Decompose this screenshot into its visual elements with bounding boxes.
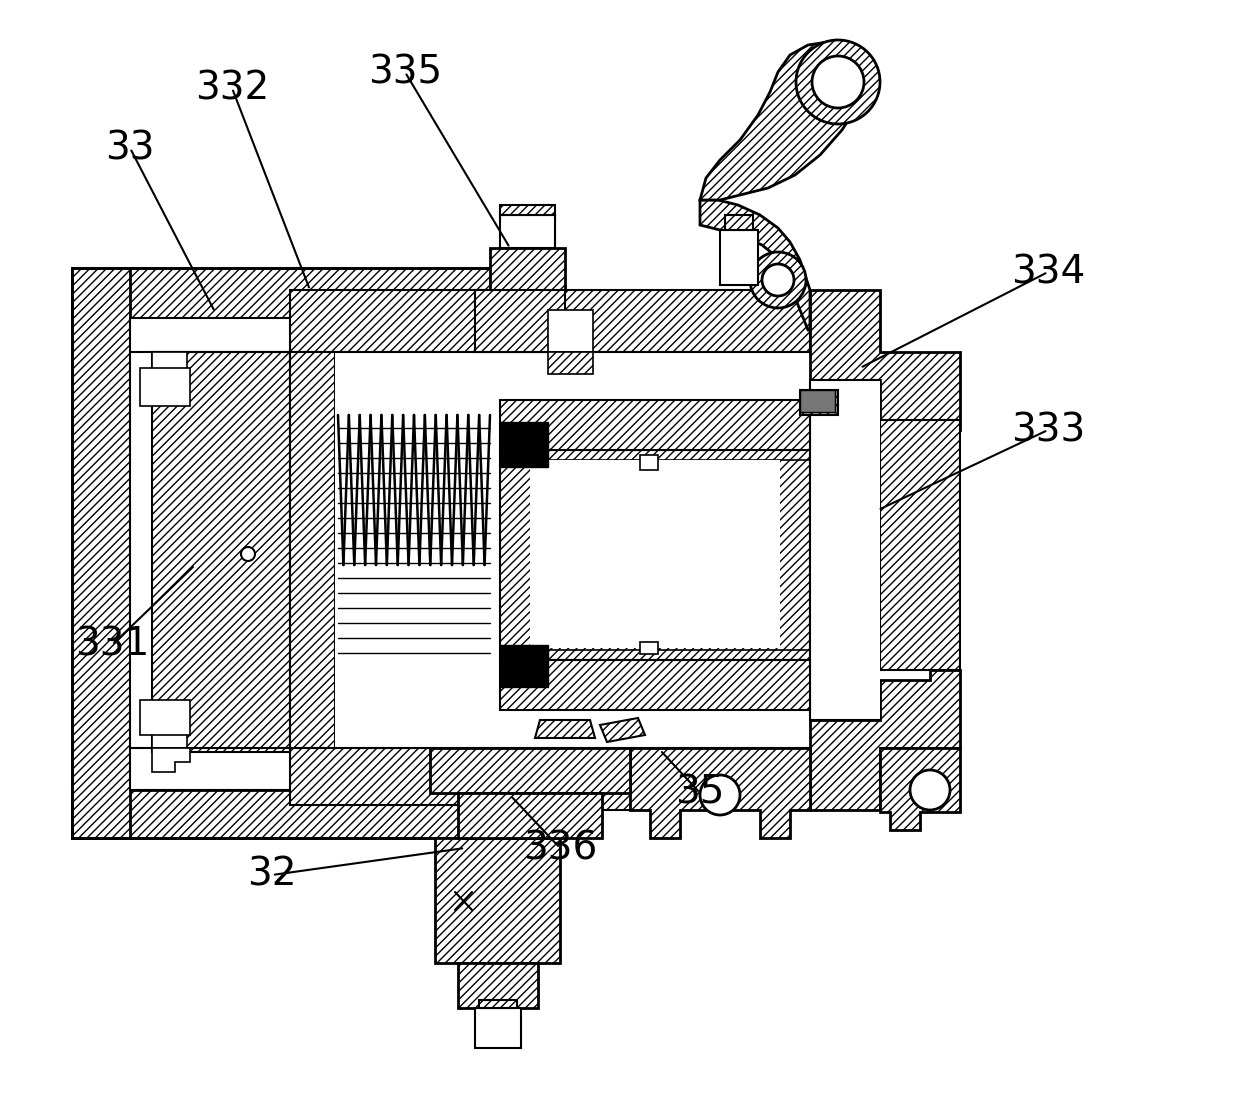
Polygon shape — [500, 290, 810, 352]
Polygon shape — [153, 352, 187, 371]
Polygon shape — [810, 670, 960, 810]
Polygon shape — [701, 42, 866, 200]
Polygon shape — [72, 268, 500, 318]
Polygon shape — [335, 352, 500, 748]
Polygon shape — [500, 400, 810, 450]
Circle shape — [241, 547, 255, 561]
Polygon shape — [153, 748, 190, 772]
Polygon shape — [548, 310, 593, 352]
Polygon shape — [130, 318, 500, 790]
Polygon shape — [500, 422, 548, 466]
Polygon shape — [500, 215, 556, 248]
Text: 335: 335 — [368, 52, 443, 92]
Polygon shape — [630, 748, 810, 838]
Circle shape — [910, 770, 950, 810]
Polygon shape — [500, 450, 810, 660]
Polygon shape — [430, 748, 630, 793]
Polygon shape — [500, 205, 556, 215]
Text: 32: 32 — [247, 856, 296, 894]
Polygon shape — [500, 748, 810, 810]
Polygon shape — [290, 290, 500, 352]
Text: 334: 334 — [1011, 253, 1085, 291]
Polygon shape — [500, 660, 810, 710]
Text: 332: 332 — [195, 69, 269, 107]
Polygon shape — [600, 718, 645, 742]
Polygon shape — [725, 215, 753, 230]
Polygon shape — [701, 200, 810, 330]
Polygon shape — [640, 455, 658, 470]
Text: 336: 336 — [523, 829, 598, 867]
Polygon shape — [479, 1000, 517, 1008]
Polygon shape — [880, 420, 960, 670]
Circle shape — [796, 40, 880, 124]
Polygon shape — [153, 352, 290, 752]
Polygon shape — [534, 720, 595, 738]
Polygon shape — [548, 352, 593, 374]
Polygon shape — [810, 381, 880, 720]
Polygon shape — [140, 368, 190, 406]
Polygon shape — [500, 352, 810, 748]
Polygon shape — [880, 748, 960, 830]
Circle shape — [701, 775, 740, 815]
Polygon shape — [810, 290, 960, 430]
Text: 35: 35 — [676, 775, 724, 812]
Polygon shape — [475, 290, 565, 352]
Polygon shape — [800, 389, 838, 415]
Polygon shape — [72, 268, 130, 838]
Circle shape — [812, 56, 864, 108]
Polygon shape — [290, 352, 335, 748]
Polygon shape — [640, 642, 658, 654]
Text: 333: 333 — [1011, 411, 1085, 449]
Text: 33: 33 — [105, 129, 155, 167]
Polygon shape — [500, 645, 548, 687]
Polygon shape — [490, 248, 565, 290]
Polygon shape — [72, 790, 500, 838]
Polygon shape — [529, 460, 780, 648]
Polygon shape — [800, 389, 835, 412]
Text: 331: 331 — [74, 626, 149, 664]
Circle shape — [763, 264, 794, 296]
Polygon shape — [458, 963, 538, 1008]
Polygon shape — [290, 748, 500, 805]
Polygon shape — [720, 230, 758, 285]
Circle shape — [750, 252, 806, 308]
Polygon shape — [153, 734, 187, 748]
Polygon shape — [458, 793, 601, 838]
Polygon shape — [140, 700, 190, 735]
Polygon shape — [475, 1008, 521, 1048]
Polygon shape — [435, 838, 560, 963]
